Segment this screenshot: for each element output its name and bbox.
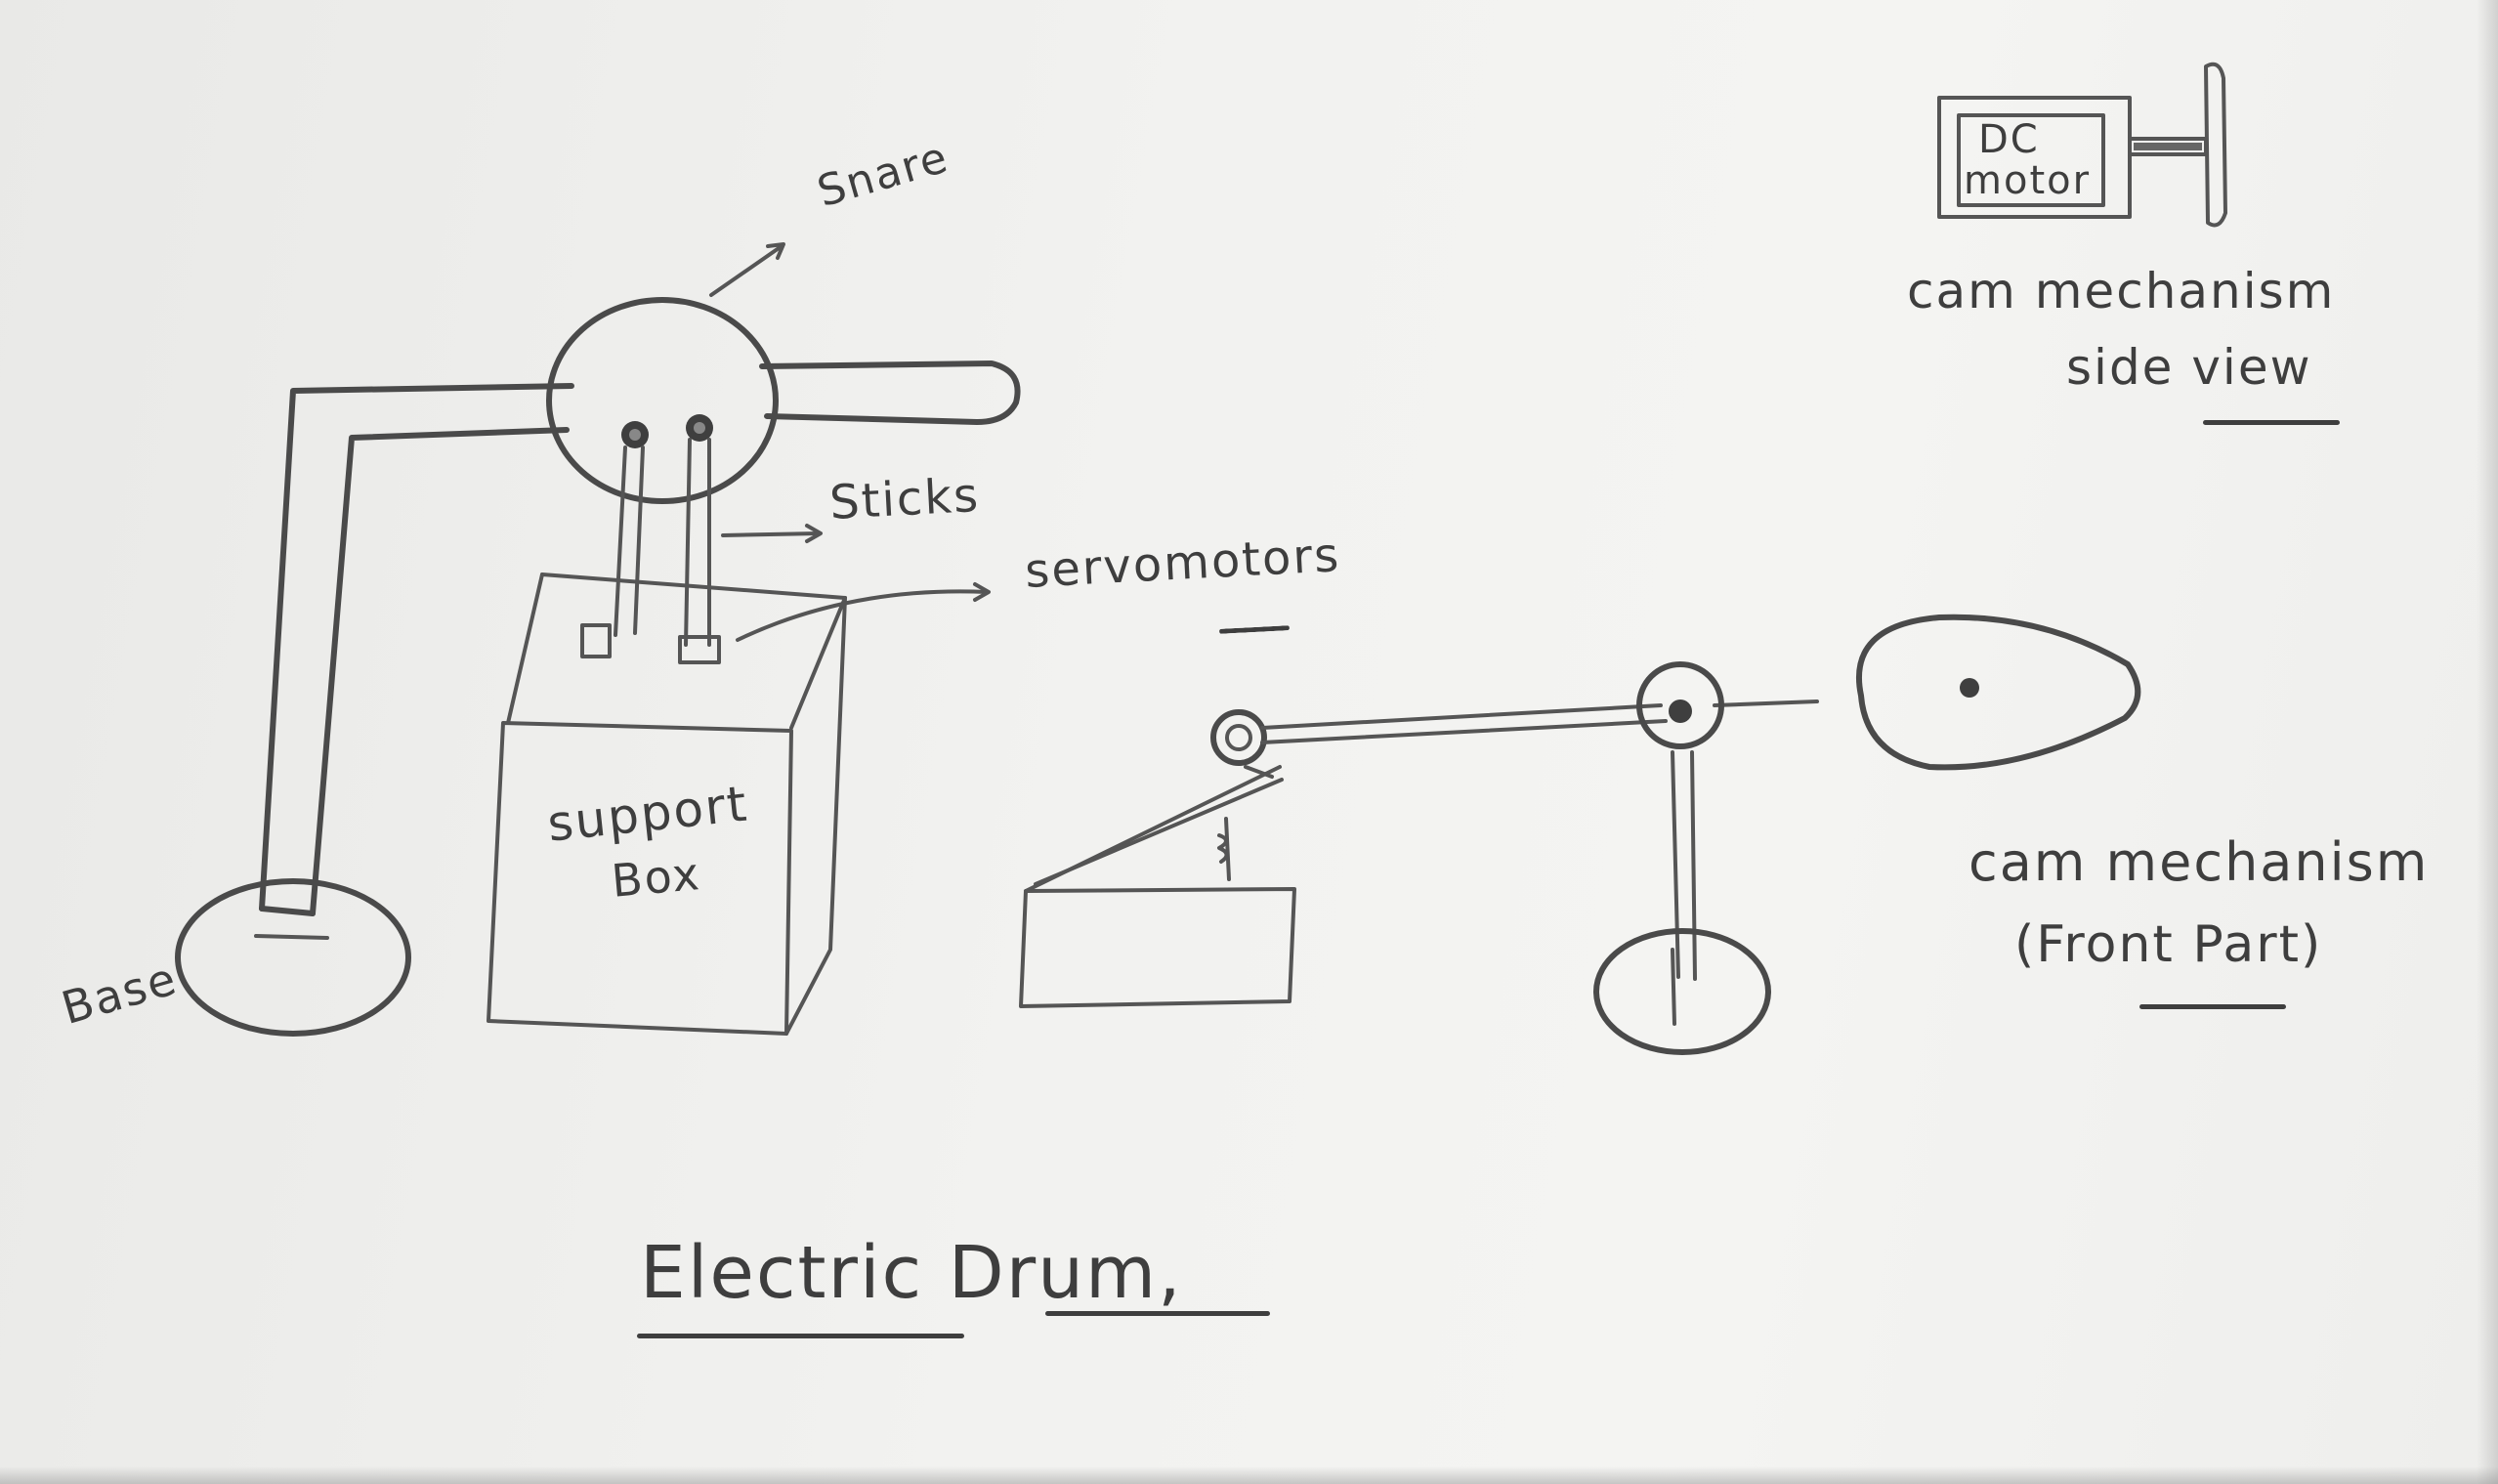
cam-front	[1855, 614, 2141, 771]
snare-drum	[546, 297, 779, 504]
paper-bottom-shadow	[0, 1466, 2498, 1484]
pedal-assembly	[1019, 709, 1296, 1008]
dc-motor-label-line1: DC	[1978, 117, 2040, 162]
diagram-title: Electric Drum,	[640, 1235, 1183, 1312]
diagram-title-suffix: ,	[1158, 1231, 1183, 1315]
support-box-label-line2: Box	[609, 847, 703, 908]
paper-edge-shadow	[2477, 0, 2498, 1484]
cam-support-pillar	[1593, 661, 1771, 1055]
cam-front-label-line1: cam mechanism	[1969, 831, 2430, 893]
snare-right-arm	[759, 360, 1021, 425]
cam-side-label-line1: cam mechanism	[1907, 263, 2336, 319]
leader-arrows	[709, 242, 991, 642]
stand-arm	[259, 383, 574, 916]
dc-motor-label-line2: motor	[1964, 158, 2092, 203]
support-box	[487, 572, 847, 1036]
title-underline-2	[1045, 1311, 1270, 1316]
diagram-title-text: Electric Drum	[640, 1231, 1159, 1315]
cam-connecting-rod	[1260, 700, 1819, 744]
cam-side-label-line2: side view	[2066, 339, 2312, 396]
drum-sticks	[614, 438, 711, 647]
dc-motor-side-view	[1937, 62, 2227, 228]
stand-base	[175, 878, 411, 1037]
cam-front-label-line2: (Front Part)	[2014, 915, 2323, 974]
cam-side-underline	[2203, 420, 2340, 425]
sticks-label: Sticks	[827, 467, 982, 530]
cam-front-underline	[2139, 1004, 2286, 1009]
title-underline-1	[637, 1334, 964, 1338]
servo-motor-blocks	[580, 623, 721, 664]
